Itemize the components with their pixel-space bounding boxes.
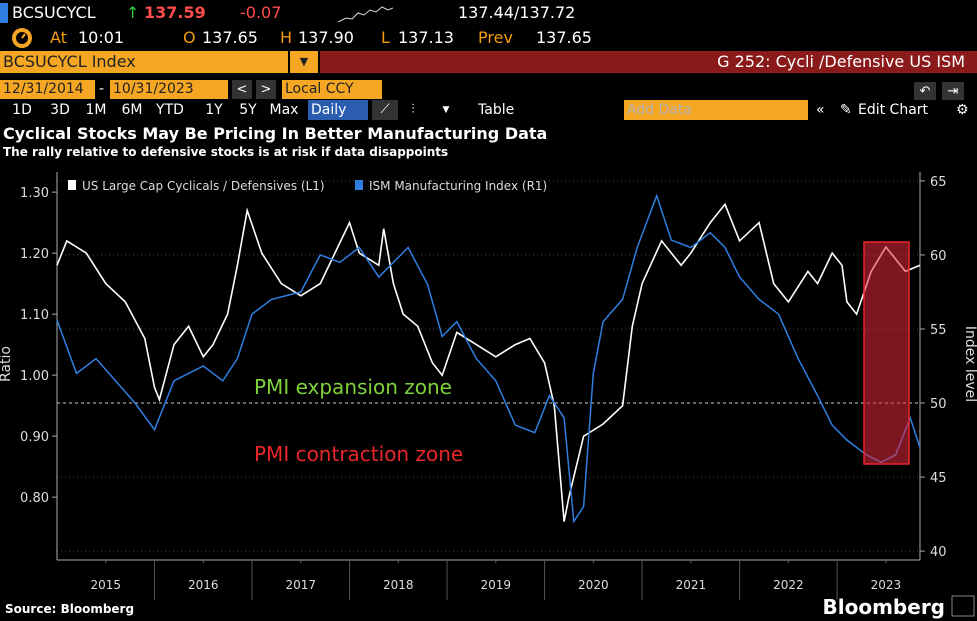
grid	[57, 180, 920, 552]
edit-chart[interactable]: Edit Chart	[858, 102, 929, 118]
line-icon[interactable]: ⟋	[372, 100, 398, 120]
low: 137.13	[398, 28, 454, 47]
chart-name-bar	[320, 51, 977, 73]
y2-tick-label: 50	[930, 397, 947, 412]
open: 137.65	[202, 28, 258, 47]
period-button[interactable]: Max	[269, 102, 299, 118]
security-field[interactable]: BCSUCYCL Index	[0, 51, 288, 73]
x-tick-label: 2015	[90, 578, 121, 592]
highlight-box	[863, 241, 910, 465]
prev-label: Prev	[478, 28, 513, 47]
y2-tick-label: 55	[930, 323, 947, 338]
chart-subtitle: The rally relative to defensive stocks i…	[3, 145, 449, 159]
period-button[interactable]: YTD	[156, 102, 184, 118]
y-tick-label: 0.80	[20, 491, 49, 506]
up-arrow: ↑	[126, 3, 140, 22]
end-date[interactable]: 10/31/2023	[110, 80, 228, 99]
clock-icon	[12, 28, 32, 48]
x-tick-label: 2020	[578, 578, 609, 592]
sparkline	[338, 6, 393, 23]
time: 10:01	[78, 28, 125, 47]
x-tick-label: 2017	[286, 578, 317, 592]
legend-label: ISM Manufacturing Index (R1)	[369, 179, 547, 193]
period-button[interactable]: 5Y	[239, 102, 257, 118]
security-dropdown[interactable]: ▼	[290, 51, 318, 73]
x-tick-label: 2023	[871, 578, 902, 592]
y2-tick-label: 40	[930, 545, 947, 560]
series-line	[56, 202, 921, 522]
date-sep: -	[99, 81, 105, 97]
legend-swatch	[68, 180, 76, 190]
y-tick-label: 0.90	[20, 430, 49, 445]
period-button[interactable]: 1Y	[205, 102, 223, 118]
y-tick-label: 1.30	[20, 186, 49, 201]
brand-icon	[951, 595, 975, 617]
high-label: H	[280, 28, 293, 47]
y2-tick-label: 45	[930, 471, 947, 486]
redo[interactable]: ⇥	[942, 82, 964, 100]
chart-name: G 252: Cycli /Defensive US ISM	[717, 52, 965, 71]
low-label: L	[381, 28, 390, 47]
annotation-expansion: PMI expansion zone	[254, 375, 452, 399]
x-tick-label: 2016	[188, 578, 219, 592]
open-label: O	[183, 28, 196, 47]
prev-button[interactable]: <	[232, 80, 252, 99]
ticker-marker	[0, 3, 8, 23]
menu-dot[interactable]: ▼	[442, 105, 450, 115]
y2-tick-label: 60	[930, 249, 947, 264]
period-button[interactable]: 1D	[12, 102, 32, 118]
table-button[interactable]: Table	[478, 102, 515, 118]
chart-title: Cyclical Stocks May Be Pricing In Better…	[3, 124, 548, 143]
brand: Bloomberg	[823, 595, 945, 619]
period-button[interactable]: 1M	[85, 102, 107, 118]
annotation-contraction: PMI contraction zone	[254, 442, 463, 466]
change: -0.07	[240, 3, 282, 22]
frequency[interactable]: Daily	[308, 100, 368, 120]
currency[interactable]: Local CCY	[282, 80, 382, 99]
ticker: BCSUCYCL	[12, 3, 96, 22]
y-axis-label: Ratio	[0, 346, 14, 382]
bid-ask: 137.44/137.72	[458, 3, 576, 22]
high: 137.90	[298, 28, 354, 47]
bar-icon[interactable]: ⫶	[411, 102, 415, 117]
source: Source: Bloomberg	[5, 602, 134, 616]
period-button[interactable]: 3D	[50, 102, 70, 118]
series-line	[56, 193, 921, 524]
price: 137.59	[144, 3, 206, 22]
time-label: At	[50, 28, 67, 47]
settings[interactable]: ⚙	[956, 102, 969, 118]
start-date[interactable]: 12/31/2014	[0, 80, 95, 99]
x-tick-label: 2022	[773, 578, 804, 592]
collapse[interactable]: «	[816, 102, 825, 118]
x-tick-label: 2018	[383, 578, 414, 592]
y-tick-label: 1.20	[20, 247, 49, 262]
edit-icon[interactable]: ✎	[840, 102, 852, 118]
legend-swatch	[355, 180, 363, 190]
next-button[interactable]: >	[256, 80, 276, 99]
legend-bg	[60, 173, 560, 195]
period-button[interactable]: 6M	[121, 102, 143, 118]
undo[interactable]: ↶	[914, 82, 936, 100]
add-data[interactable]: Add Data	[624, 100, 808, 120]
x-tick-label: 2021	[676, 578, 707, 592]
y-tick-label: 1.00	[20, 369, 49, 384]
x-tick-label: 2019	[481, 578, 512, 592]
prev: 137.65	[536, 28, 592, 47]
legend-label: US Large Cap Cyclicals / Defensives (L1)	[82, 179, 325, 193]
y-tick-label: 1.10	[20, 308, 49, 323]
y2-axis-label: Index level	[962, 326, 977, 402]
y2-tick-label: 65	[930, 175, 947, 190]
